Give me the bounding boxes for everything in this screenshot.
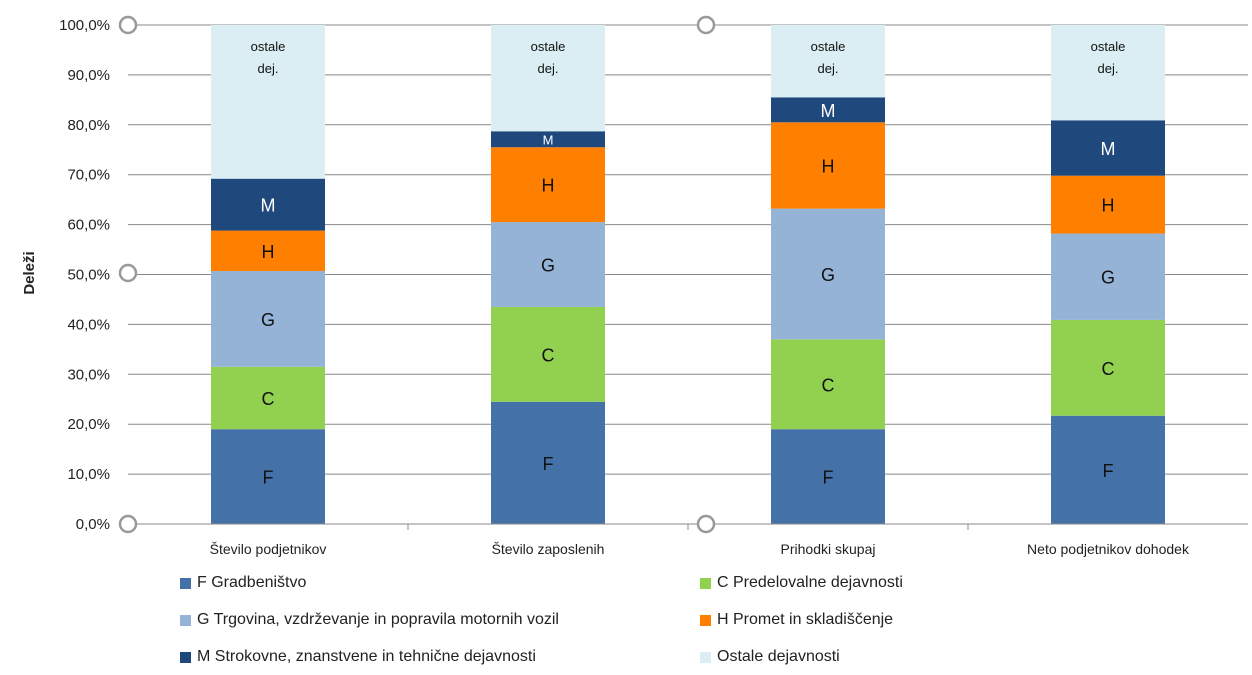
- bar-segment[interactable]: [491, 306, 605, 402]
- resize-handle[interactable]: [696, 514, 716, 534]
- legend-item: Ostale dejavnosti: [700, 648, 840, 666]
- segment-label: M: [821, 101, 836, 121]
- bar-segment[interactable]: [211, 25, 325, 179]
- selection-handles[interactable]: [118, 15, 716, 534]
- segment-label: H: [542, 176, 555, 196]
- segment-label: F: [823, 468, 834, 488]
- bar-segment[interactable]: [211, 178, 325, 231]
- bar-segment[interactable]: [1051, 415, 1165, 524]
- y-tick-label: 90,0%: [67, 67, 110, 84]
- resize-handle[interactable]: [118, 15, 138, 35]
- legend-item: H Promet in skladiščenje: [700, 611, 893, 629]
- resize-handle[interactable]: [118, 263, 138, 283]
- y-tick-label: 50,0%: [67, 267, 110, 284]
- bar-segment[interactable]: [491, 147, 605, 223]
- bar-segment[interactable]: [771, 429, 885, 524]
- segment-label: M: [1101, 139, 1116, 159]
- bar-segment[interactable]: [211, 271, 325, 367]
- y-tick-label: 80,0%: [67, 117, 110, 134]
- bar-segment[interactable]: [1051, 25, 1165, 121]
- bar-segment[interactable]: [211, 366, 325, 430]
- segment-label: M: [543, 132, 554, 147]
- legend-item: G Trgovina, vzdrževanje in popravila mot…: [180, 611, 559, 629]
- bar-segment[interactable]: [491, 222, 605, 307]
- legend-swatch: [180, 577, 191, 589]
- y-tick-label: 60,0%: [67, 217, 110, 234]
- bar-segment[interactable]: [1051, 120, 1165, 176]
- segment-label: dej.: [258, 61, 279, 76]
- segment-label: ostale: [1091, 39, 1126, 54]
- segment-label: G: [1101, 268, 1115, 288]
- x-tick-label: Število podjetnikov: [210, 541, 327, 557]
- segment-label: ostale: [531, 39, 566, 54]
- segment-label: G: [261, 310, 275, 330]
- legend-label: F Gradbeništvo: [197, 574, 307, 591]
- bars: [211, 25, 1165, 524]
- legend-label: Ostale dejavnosti: [717, 648, 840, 665]
- bar-segment[interactable]: [1051, 175, 1165, 234]
- segment-label: H: [1102, 196, 1115, 216]
- y-tick-label: 70,0%: [67, 167, 110, 184]
- y-axis-label: Deleži: [21, 251, 38, 294]
- x-tick-label: Neto podjetnikov dohodek: [1027, 541, 1190, 557]
- legend-label: M Strokovne, znanstvene in tehnične deja…: [197, 648, 536, 665]
- segment-label: F: [1103, 461, 1114, 481]
- bar-segment[interactable]: [1051, 319, 1165, 416]
- legend-swatch: [700, 577, 711, 589]
- segment-label: G: [821, 265, 835, 285]
- segment-label: C: [542, 345, 555, 365]
- bar-segment[interactable]: [771, 339, 885, 430]
- x-tick-label: Število zaposlenih: [492, 541, 605, 557]
- legend-label: G Trgovina, vzdrževanje in popravila mot…: [197, 611, 559, 628]
- y-tick-label: 100,0%: [59, 17, 110, 34]
- y-tick-label: 20,0%: [67, 416, 110, 433]
- segment-label: dej.: [818, 61, 839, 76]
- segment-label: F: [263, 468, 274, 488]
- legend-swatch: [700, 614, 711, 626]
- bar-segment[interactable]: [211, 429, 325, 524]
- segment-label: C: [822, 375, 835, 395]
- segment-label: C: [1102, 359, 1115, 379]
- segment-label: M: [261, 196, 276, 216]
- y-tick-label: 10,0%: [67, 466, 110, 483]
- bar-segment[interactable]: [771, 97, 885, 123]
- bar-segment[interactable]: [771, 122, 885, 209]
- legend-swatch: [180, 651, 191, 663]
- segment-label: ostale: [811, 39, 846, 54]
- legend-item: F Gradbeništvo: [180, 574, 306, 592]
- bar-segment[interactable]: [491, 25, 605, 132]
- segment-label: F: [543, 454, 554, 474]
- legend-label: C Predelovalne dejavnosti: [717, 574, 903, 591]
- bar-segment[interactable]: [771, 25, 885, 98]
- resize-handle[interactable]: [696, 15, 716, 35]
- bar-segment[interactable]: [211, 230, 325, 272]
- legend-swatch: [700, 651, 711, 663]
- legend-swatch: [180, 614, 191, 626]
- segment-label: ostale: [251, 39, 286, 54]
- segment-label: C: [262, 389, 275, 409]
- segment-label: G: [541, 256, 555, 276]
- y-tick-label: 0,0%: [76, 516, 110, 533]
- x-tick-label: Prihodki skupaj: [781, 541, 876, 557]
- bar-segment[interactable]: [491, 131, 605, 148]
- segment-label: H: [822, 156, 835, 176]
- segment-label: dej.: [1098, 61, 1119, 76]
- segment-label: H: [262, 242, 275, 262]
- bar-segment[interactable]: [491, 401, 605, 524]
- axes: 0,0% 10,0% 20,0% 30,0% 40,0% 50,0% 60,0% 70,0% 8…: [59, 17, 1248, 557]
- y-tick-label: 30,0%: [67, 366, 110, 383]
- resize-handle[interactable]: [118, 514, 138, 534]
- segment-label: dej.: [538, 61, 559, 76]
- y-tick-label: 40,0%: [67, 316, 110, 333]
- bar-segment[interactable]: [771, 208, 885, 340]
- legend-item: M Strokovne, znanstvene in tehnične deja…: [180, 648, 536, 666]
- legend-item: C Predelovalne dejavnosti: [700, 574, 903, 592]
- legend-label: H Promet in skladiščenje: [717, 611, 894, 628]
- bar-segment[interactable]: [1051, 233, 1165, 320]
